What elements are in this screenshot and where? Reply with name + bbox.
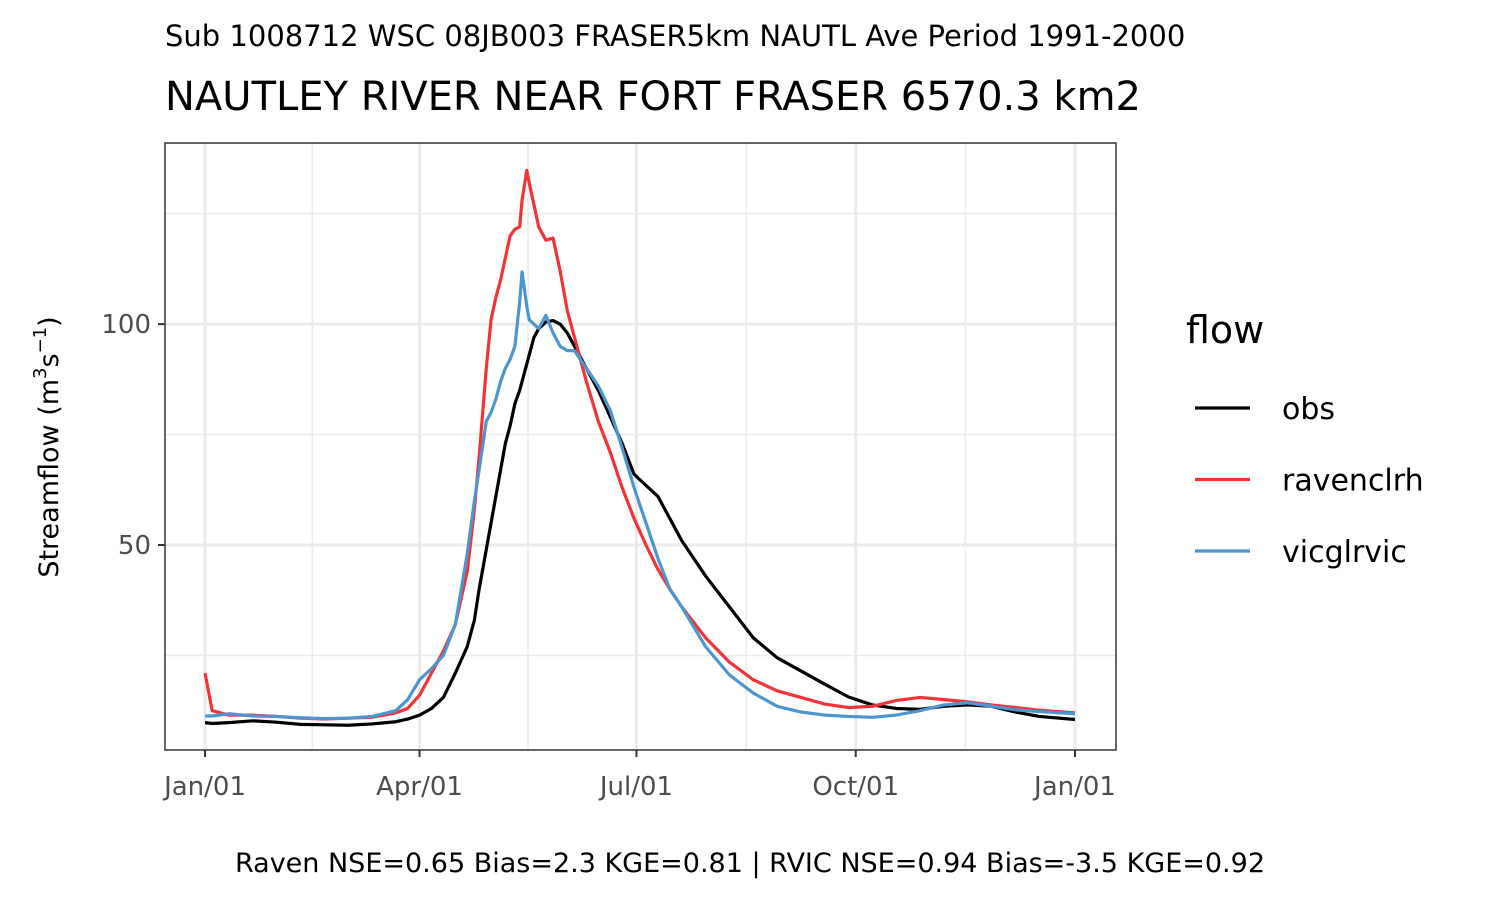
y-axis-label: Streamflow (m3s−1) [30,316,65,577]
x-tick-label: Jan/01 [162,772,246,802]
x-tick-label: Apr/01 [376,772,463,802]
x-tick-label: Jan/01 [1032,772,1116,802]
x-tick-label: Jul/01 [598,772,673,802]
legend-title: flow [1186,308,1264,352]
legend-label: ravenclrh [1282,464,1424,499]
series-line [204,318,1076,727]
y-tick-label: 50 [118,531,151,561]
y-label-part: Streamflow (m [34,379,65,578]
caption: Raven NSE=0.65 Bias=2.3 KGE=0.81 | RVIC … [235,848,1265,879]
plot-border [164,142,1117,751]
chart-title: NAUTLEY RIVER NEAR FORT FRASER 6570.3 km… [165,74,1141,120]
y-label-sup: −1 [30,327,51,354]
legend-label: obs [1282,392,1335,427]
y-label-part: s [34,353,65,367]
y-label-part: ) [34,316,65,327]
x-tick-label: Oct/01 [812,772,899,802]
y-tick-label: 100 [101,310,151,340]
series-line [203,168,1076,721]
chart-subtitle: Sub 1008712 WSC 08JB003 FRASER5km NAUTL … [165,19,1185,53]
series-line [205,270,1076,721]
legend-label: vicglrvic [1282,535,1407,570]
y-label-sup: 3 [30,368,51,379]
